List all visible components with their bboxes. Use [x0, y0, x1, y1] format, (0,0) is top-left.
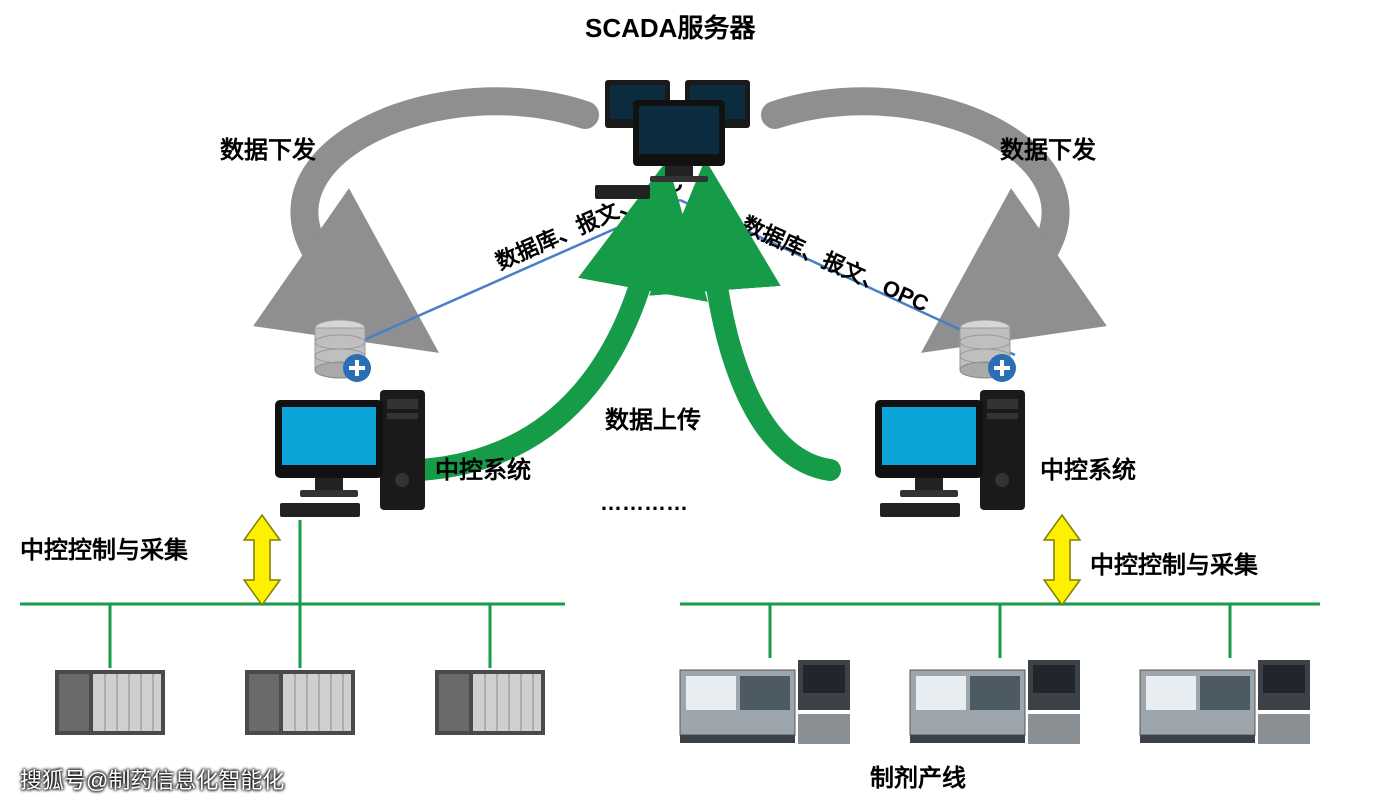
scada-server-icon	[595, 80, 750, 199]
data-down-left-label: 数据下发	[220, 130, 316, 165]
ellipsis-label: …………	[600, 490, 688, 516]
protocol-right-text: 数据库、报文、OPC	[738, 212, 933, 317]
central-right-label: 中控系统	[1040, 450, 1136, 485]
machine-3-icon	[1140, 660, 1310, 744]
collect-left-label: 中控控制与采集	[20, 530, 188, 565]
link-server-right	[680, 200, 1015, 355]
protocol-left-text: 数据库、报文、OPC	[492, 170, 687, 275]
yellow-arrow-left	[244, 515, 280, 605]
central-left-label: 中控系统	[435, 450, 531, 485]
db-right-icon	[960, 320, 1016, 382]
arrow-data-up-right	[710, 225, 830, 470]
yellow-arrow-right	[1044, 515, 1080, 605]
product-line-right-label: 制剂产线	[870, 758, 966, 793]
plc-3-icon	[435, 670, 545, 735]
plc-1-icon	[55, 670, 165, 735]
db-left-icon	[315, 320, 371, 382]
workstation-right-icon	[875, 390, 1025, 517]
data-down-right-label: 数据下发	[1000, 130, 1096, 165]
workstation-left-icon	[275, 390, 425, 517]
title-label: SCADA服务器	[585, 8, 755, 45]
arrow-data-down-left	[304, 101, 585, 305]
machine-1-icon	[680, 660, 850, 744]
collect-right-label: 中控控制与采集	[1090, 545, 1258, 580]
data-up-label: 数据上传	[605, 400, 701, 435]
machine-2-icon	[910, 660, 1080, 744]
link-server-left	[330, 200, 680, 355]
plc-2-icon	[245, 670, 355, 735]
watermark-text: 搜狐号@制药信息化智能化	[20, 763, 284, 795]
